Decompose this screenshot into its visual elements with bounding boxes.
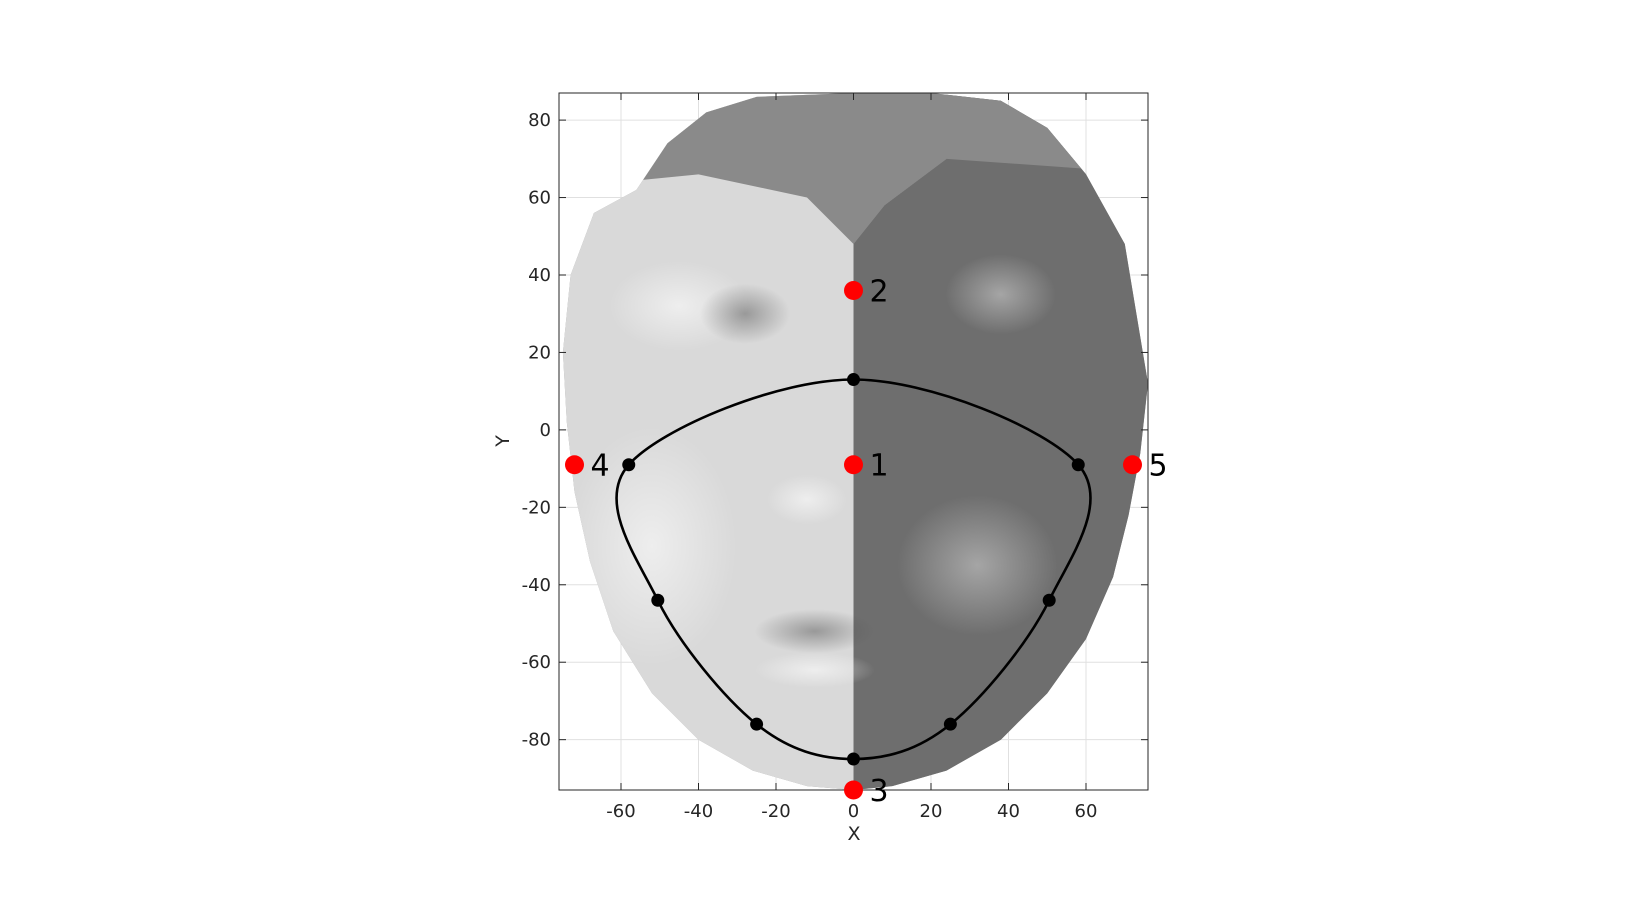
left-eye-shadow: [700, 283, 790, 344]
y-tick-label: -20: [522, 497, 551, 518]
contour-point: [943, 717, 957, 731]
x-tick-label: -20: [761, 801, 790, 822]
y-tick-labels: -80 -60 -40 -20 0 20 40 60 80: [522, 110, 551, 751]
forehead-shade: [562, 93, 1148, 245]
y-axis-label: Y: [492, 435, 514, 448]
x-tick-labels: -60 -40 -20 0 20 40 60: [606, 801, 1097, 822]
landmark-point-4: [565, 455, 584, 475]
y-tick-label: 40: [528, 265, 551, 286]
landmark-label-2: 2: [870, 274, 889, 309]
face-surface-image: [562, 93, 1148, 790]
x-tick-label: 20: [920, 801, 943, 822]
y-tick-label: 60: [528, 188, 551, 209]
y-tick-label: -60: [522, 652, 551, 673]
y-tick-label: -40: [522, 575, 551, 596]
y-tick-label: 20: [528, 342, 551, 363]
landmark-point-3: [844, 780, 863, 800]
landmark-label-3: 3: [870, 774, 889, 809]
axis-ticks: [559, 93, 1148, 790]
contour-point: [750, 717, 764, 731]
contour-point: [847, 373, 860, 387]
lower-lip-highlight: [754, 651, 875, 688]
contour-point: [1071, 458, 1085, 472]
contour-point: [847, 752, 860, 766]
x-tick-label: 60: [1075, 801, 1098, 822]
landmark-label-1: 1: [870, 449, 889, 484]
x-tick-label: 40: [997, 801, 1020, 822]
landmark-point-2: [844, 280, 863, 300]
nose-highlight: [767, 474, 847, 525]
mouth-shadow: [754, 609, 875, 654]
x-tick-label: -40: [684, 801, 713, 822]
x-tick-label: -60: [606, 801, 635, 822]
y-tick-label: 80: [528, 110, 551, 131]
contour-point: [1042, 593, 1056, 607]
left-cheek-highlight: [567, 426, 737, 667]
contour-point: [651, 593, 665, 607]
landmark-point-5: [1123, 455, 1142, 475]
landmark-point-1: [844, 455, 863, 475]
x-tick-label: 0: [848, 801, 859, 822]
landmarks: 1 2 3 4 5: [565, 274, 1168, 809]
face-shading: [562, 93, 1148, 688]
landmark-label-5: 5: [1149, 449, 1168, 484]
contour-points: [622, 373, 1085, 766]
y-tick-label: -80: [522, 730, 551, 751]
contour-point: [622, 458, 636, 472]
x-axis-label: X: [847, 823, 860, 845]
landmark-label-4: 4: [591, 449, 610, 484]
right-cheek-tone: [897, 495, 1058, 636]
y-tick-label: 0: [540, 420, 551, 441]
right-brow-highlight: [945, 254, 1056, 335]
